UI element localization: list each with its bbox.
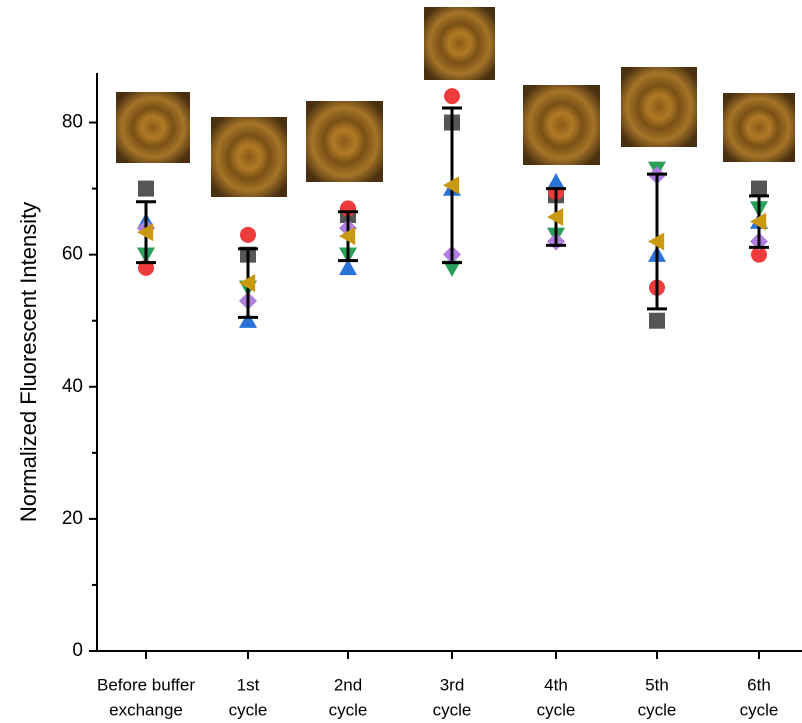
- point: [649, 313, 665, 329]
- x-tick-label: cycle: [638, 700, 677, 719]
- thumbnail: [723, 93, 795, 162]
- point: [444, 88, 460, 104]
- x-tick-label: 1st: [237, 675, 260, 694]
- x-tick-label: cycle: [433, 700, 472, 719]
- x-tick-label: Before buffer: [97, 675, 195, 694]
- x-tick-label: exchange: [109, 700, 183, 719]
- y-tick-label: 40: [62, 376, 83, 397]
- y-tick-label: 80: [62, 112, 83, 133]
- x-tick-label: 4th: [544, 675, 568, 694]
- y-tick-label: 20: [62, 508, 83, 529]
- thumbnail: [621, 67, 697, 147]
- point: [751, 181, 767, 197]
- x-tick-label: cycle: [329, 700, 368, 719]
- point: [240, 227, 256, 243]
- point: [138, 181, 154, 197]
- point: [547, 173, 565, 189]
- y-axis-label: Normalized Fluorescent Intensity: [16, 202, 41, 522]
- thumbnail: [306, 101, 383, 182]
- y-tick-label: 0: [72, 640, 83, 661]
- x-tick-label: 6th: [747, 675, 771, 694]
- y-tick-label: 60: [62, 244, 83, 265]
- x-tick-label: cycle: [740, 700, 779, 719]
- thumbnail: [116, 92, 190, 163]
- x-tick-label: cycle: [537, 700, 576, 719]
- x-tick-label: 3rd: [440, 675, 465, 694]
- x-tick-label: 2nd: [334, 675, 362, 694]
- x-tick-label: cycle: [229, 700, 268, 719]
- thumbnail: [211, 117, 287, 197]
- x-tick-label: 5th: [645, 675, 669, 694]
- thumbnail: [523, 85, 600, 165]
- thumbnail: [424, 7, 495, 80]
- chart: Normalized Fluorescent Intensity 0 20 40 60…: [0, 0, 802, 723]
